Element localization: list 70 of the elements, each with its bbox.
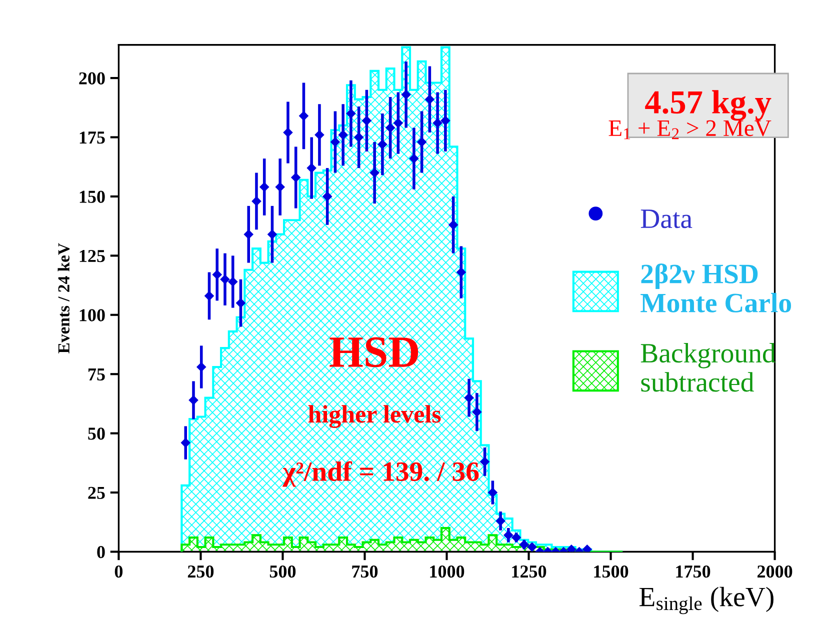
- x-tick-label: 0: [114, 565, 123, 578]
- x-tick-label: 1500: [594, 565, 628, 578]
- x-tick-label: 500: [270, 565, 296, 578]
- x-axis-title: E$_{single}$ (keV): [639, 586, 774, 614]
- annotation: 4.57 kg.y: [645, 90, 772, 121]
- point: [394, 118, 403, 128]
- point: [370, 168, 380, 178]
- point: [456, 268, 466, 277]
- point: [504, 530, 514, 540]
- point: [306, 163, 316, 173]
- y-tick-label: 50: [88, 428, 105, 440]
- point: [322, 192, 332, 202]
- point: [291, 172, 300, 182]
- point: [448, 220, 458, 230]
- y-tick-label: 150: [80, 190, 105, 203]
- y-tick-label: 75: [88, 368, 105, 381]
- point: [354, 132, 364, 142]
- point: [275, 182, 285, 192]
- point: [527, 542, 537, 552]
- y-tick-label: 175: [80, 132, 105, 144]
- point: [520, 540, 529, 550]
- point: [252, 196, 262, 206]
- point: [566, 544, 576, 552]
- point: [582, 544, 592, 552]
- y-tick-label: 25: [88, 486, 105, 499]
- x-tick-label: 250: [188, 565, 214, 578]
- point: [244, 230, 254, 239]
- point: [314, 130, 324, 140]
- point: [378, 140, 388, 149]
- x-tick-label: 1250: [512, 565, 546, 578]
- point: [260, 182, 269, 192]
- point: [196, 362, 206, 372]
- point: [425, 94, 434, 104]
- legend-label: Data: [640, 210, 692, 228]
- point: [204, 291, 214, 301]
- point: [401, 90, 411, 100]
- y-tick-label: 100: [80, 309, 105, 322]
- point: [417, 137, 426, 147]
- point: [299, 111, 308, 121]
- point: [188, 396, 198, 405]
- point: [472, 407, 482, 417]
- point: [268, 230, 277, 239]
- point: [480, 457, 490, 466]
- point: [346, 108, 356, 118]
- point: [386, 123, 395, 132]
- point: [228, 277, 238, 286]
- y-axis-title: Events / 24 keV: [58, 243, 70, 354]
- point: [283, 128, 293, 138]
- point: [409, 154, 419, 164]
- y-tick-label: 0: [97, 546, 105, 558]
- y-tick-label: 125: [80, 250, 105, 262]
- x-tick-label: 1750: [676, 565, 710, 578]
- x-tick-label: 1000: [430, 565, 464, 578]
- point: [180, 438, 190, 448]
- point: [236, 298, 246, 308]
- point: [220, 274, 230, 284]
- point: [338, 130, 348, 140]
- point: [440, 116, 450, 126]
- point: [496, 516, 506, 526]
- point: [362, 116, 372, 126]
- annotation: E$_{1}$ + E$_{2}$ > 2 MeV: [608, 120, 772, 140]
- point: [432, 118, 442, 128]
- y-tick-label: 200: [79, 72, 105, 84]
- point: [330, 137, 340, 147]
- point: [464, 393, 474, 402]
- point: [488, 488, 498, 498]
- x-tick-label: 2000: [757, 565, 792, 578]
- point: [212, 270, 222, 280]
- point: [512, 532, 521, 542]
- x-tick-label: 750: [352, 565, 378, 578]
